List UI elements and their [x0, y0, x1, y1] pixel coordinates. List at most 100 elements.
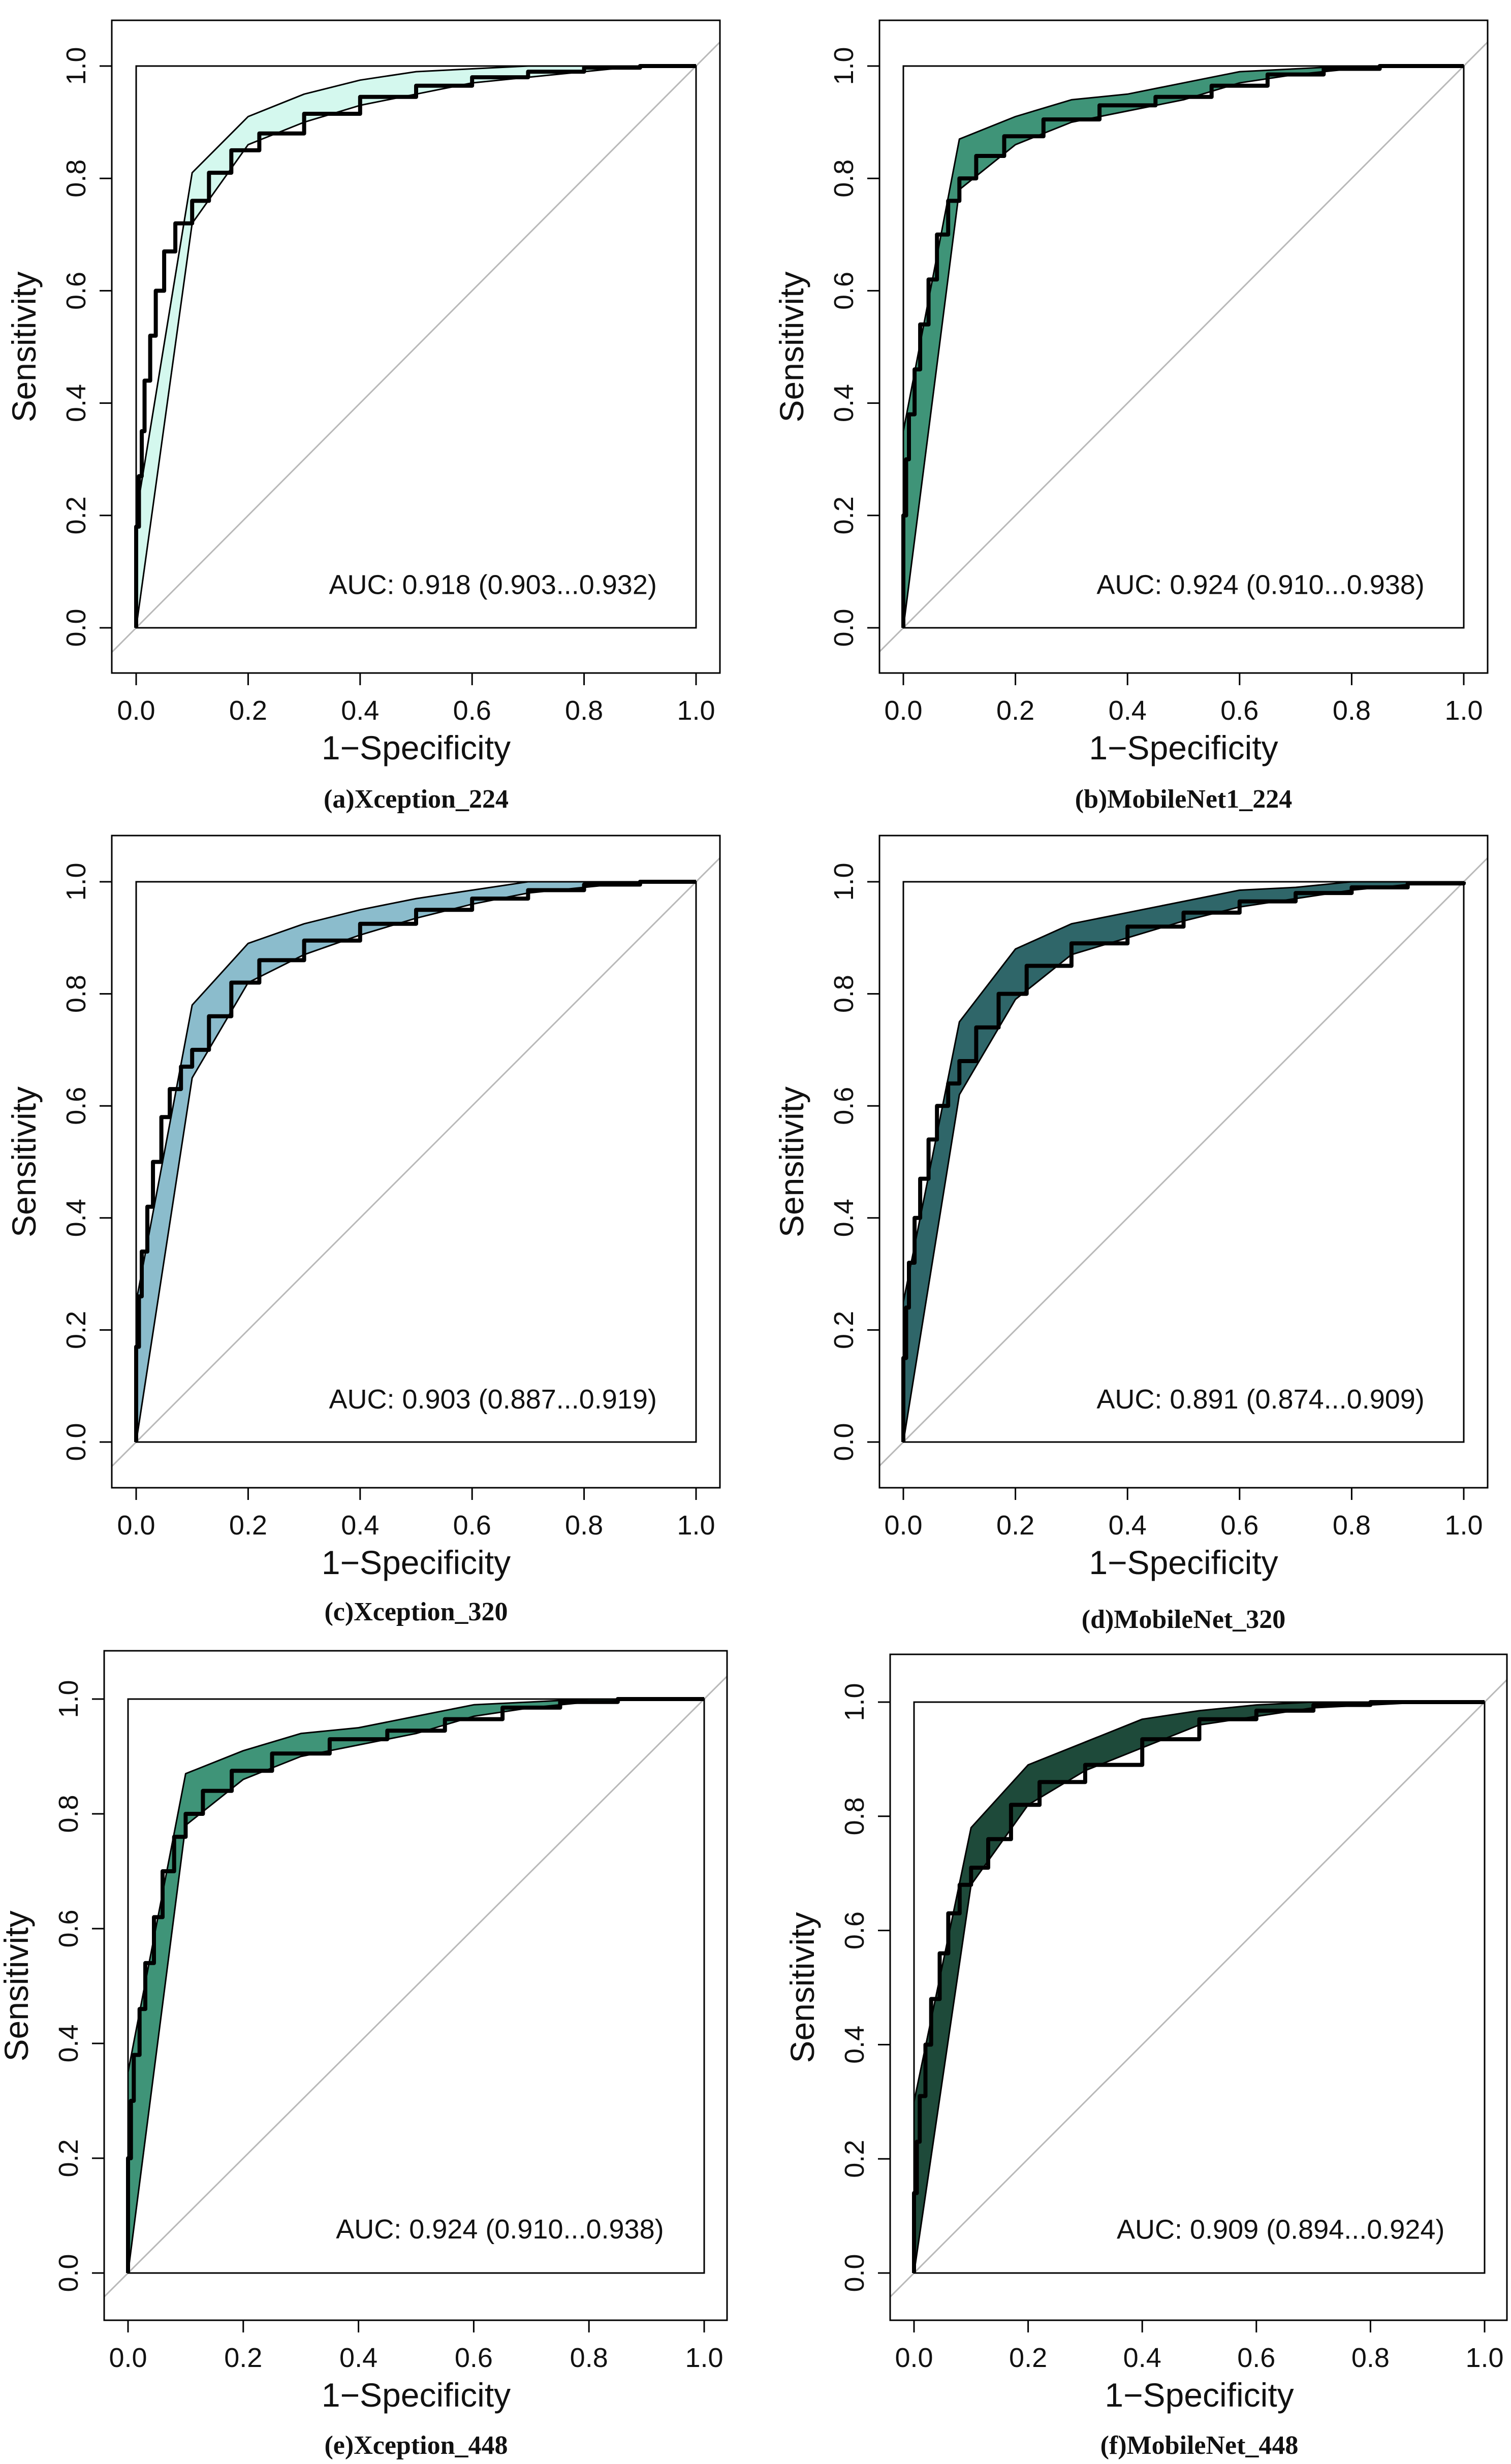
x-tick-label: 0.6: [1220, 695, 1258, 726]
y-tick-label: 0.2: [53, 2139, 84, 2177]
auc-annotation: AUC: 0.903 (0.887...0.919): [329, 1384, 656, 1415]
axes-frame: [103, 1650, 728, 2321]
x-tick-label: 0.0: [117, 1510, 155, 1541]
diagonal-reference-line: [879, 41, 1488, 653]
x-tick-label: 0.2: [229, 695, 267, 726]
roc-curve: [912, 1700, 1485, 2273]
x-tick-label: 0.8: [570, 2343, 608, 2373]
x-axis-title: 1−Specificity: [322, 2376, 511, 2414]
x-tick-label: 0.2: [229, 1510, 267, 1541]
roc-curve: [901, 64, 1464, 628]
y-tick-label: 1.0: [61, 862, 91, 901]
axes-frame: [878, 19, 1489, 674]
panel-caption: (c)Xception_320: [324, 1597, 508, 1626]
y-tick-label: 0.6: [839, 1911, 870, 1949]
x-tick-label: 0.6: [453, 695, 491, 726]
y-tick-label: 0.4: [61, 384, 91, 422]
plot-box: [135, 65, 697, 629]
x-tick-label: 0.4: [1109, 1510, 1147, 1541]
plot-box: [127, 1698, 705, 2274]
x-tick-label: 0.8: [1333, 695, 1371, 726]
y-tick-label: 0.2: [829, 496, 859, 534]
y-axis-title: Sensitivity: [5, 1086, 43, 1237]
x-tick-label: 0.0: [109, 2343, 147, 2373]
axes-frame: [889, 1653, 1508, 2321]
x-axis-title: 1−Specificity: [322, 1544, 511, 1581]
auc-annotation: AUC: 0.918 (0.903...0.932): [329, 570, 656, 600]
x-tick-label: 0.8: [1351, 2343, 1390, 2373]
axes-frame: [111, 835, 721, 1489]
y-tick-label: 0.4: [61, 1199, 91, 1237]
plot-box: [902, 881, 1465, 1443]
y-axis-title: Sensitivity: [783, 1912, 821, 2063]
y-tick-label: 0.8: [829, 975, 859, 1013]
panel-caption: (b)MobileNet1_224: [1075, 785, 1292, 814]
y-tick-label: 0.4: [53, 2024, 84, 2062]
x-tick-label: 0.0: [895, 2343, 933, 2373]
y-tick-label: 0.4: [829, 384, 859, 422]
x-axis-title: 1−Specificity: [322, 729, 511, 766]
diagonal-reference-line: [112, 41, 720, 654]
y-tick-label: 0.6: [61, 272, 91, 310]
plot-box: [135, 881, 697, 1443]
y-axis-title: Sensitivity: [0, 1910, 35, 2061]
x-tick-label: 0.4: [341, 1510, 379, 1541]
plot-box: [902, 65, 1465, 629]
x-tick-label: 0.2: [1009, 2343, 1047, 2373]
y-tick-label: 0.0: [53, 2254, 84, 2292]
y-tick-label: 0.8: [61, 975, 91, 1013]
x-tick-label: 0.2: [996, 695, 1034, 726]
y-tick-label: 0.6: [61, 1087, 91, 1125]
x-tick-label: 0.6: [1220, 1510, 1258, 1541]
roc-curve: [901, 881, 1466, 1442]
diagonal-reference-line: [890, 1678, 1507, 2298]
auc-annotation: AUC: 0.891 (0.874...0.909): [1096, 1384, 1424, 1415]
x-tick-label: 0.6: [1237, 2343, 1275, 2373]
y-tick-label: 0.0: [829, 1423, 859, 1461]
y-tick-label: 0.0: [61, 1423, 91, 1461]
roc-panel: 0.0 0.2 0.4 0.6 0.8 1.0 0.0 0.2 0.4 0.6 0.8 1.0 1−Sp…: [5, 19, 721, 814]
x-tick-label: 0.2: [224, 2343, 262, 2373]
roc-curve: [134, 880, 696, 1442]
x-tick-label: 0.0: [117, 695, 155, 726]
y-tick-label: 0.2: [61, 496, 91, 534]
x-tick-label: 1.0: [1465, 2343, 1503, 2373]
y-tick-label: 0.6: [53, 1909, 84, 1947]
x-tick-label: 0.8: [565, 1510, 603, 1541]
x-tick-label: 0.6: [453, 1510, 491, 1541]
panel-caption: (d)MobileNet_320: [1082, 1605, 1285, 1634]
panel-caption: (f)MobileNet_448: [1100, 2431, 1299, 2460]
x-tick-label: 0.4: [341, 695, 379, 726]
y-tick-label: 0.8: [53, 1795, 84, 1833]
roc-curve: [126, 1697, 704, 2273]
panel-caption: (a)Xception_224: [324, 785, 509, 814]
auc-annotation: AUC: 0.924 (0.910...0.938): [1096, 570, 1424, 600]
y-tick-label: 0.4: [829, 1199, 859, 1237]
roc-curve: [134, 64, 696, 628]
plot-box: [913, 1701, 1486, 2274]
diagonal-reference-line: [112, 856, 720, 1468]
x-tick-label: 0.0: [884, 695, 922, 726]
x-tick-label: 1.0: [677, 1510, 715, 1541]
auc-annotation: AUC: 0.924 (0.910...0.938): [336, 2214, 664, 2245]
y-tick-label: 0.4: [839, 2026, 870, 2064]
y-axis-title: Sensitivity: [5, 271, 43, 422]
y-tick-label: 0.2: [829, 1311, 859, 1349]
roc-panel: 0.0 0.2 0.4 0.6 0.8 1.0 0.0 0.2 0.4 0.6 0.8 1.0 1−Sp…: [5, 835, 721, 1626]
x-tick-label: 1.0: [677, 695, 715, 726]
y-tick-label: 0.2: [839, 2140, 870, 2178]
y-tick-label: 1.0: [829, 862, 859, 901]
y-tick-label: 0.0: [61, 609, 91, 647]
y-tick-label: 0.0: [829, 609, 859, 647]
y-axis-title: Sensitivity: [773, 271, 810, 422]
diagonal-reference-line: [104, 1675, 727, 2298]
roc-panel: 0.0 0.2 0.4 0.6 0.8 1.0 0.0 0.2 0.4 0.6 0.8 1.0 1−Sp…: [783, 1653, 1508, 2460]
y-tick-label: 0.2: [61, 1311, 91, 1349]
x-tick-label: 0.6: [455, 2343, 493, 2373]
y-tick-label: 1.0: [61, 47, 91, 85]
diagonal-reference-line: [879, 856, 1488, 1467]
y-tick-label: 1.0: [829, 47, 859, 85]
x-axis-title: 1−Specificity: [1105, 2376, 1294, 2414]
